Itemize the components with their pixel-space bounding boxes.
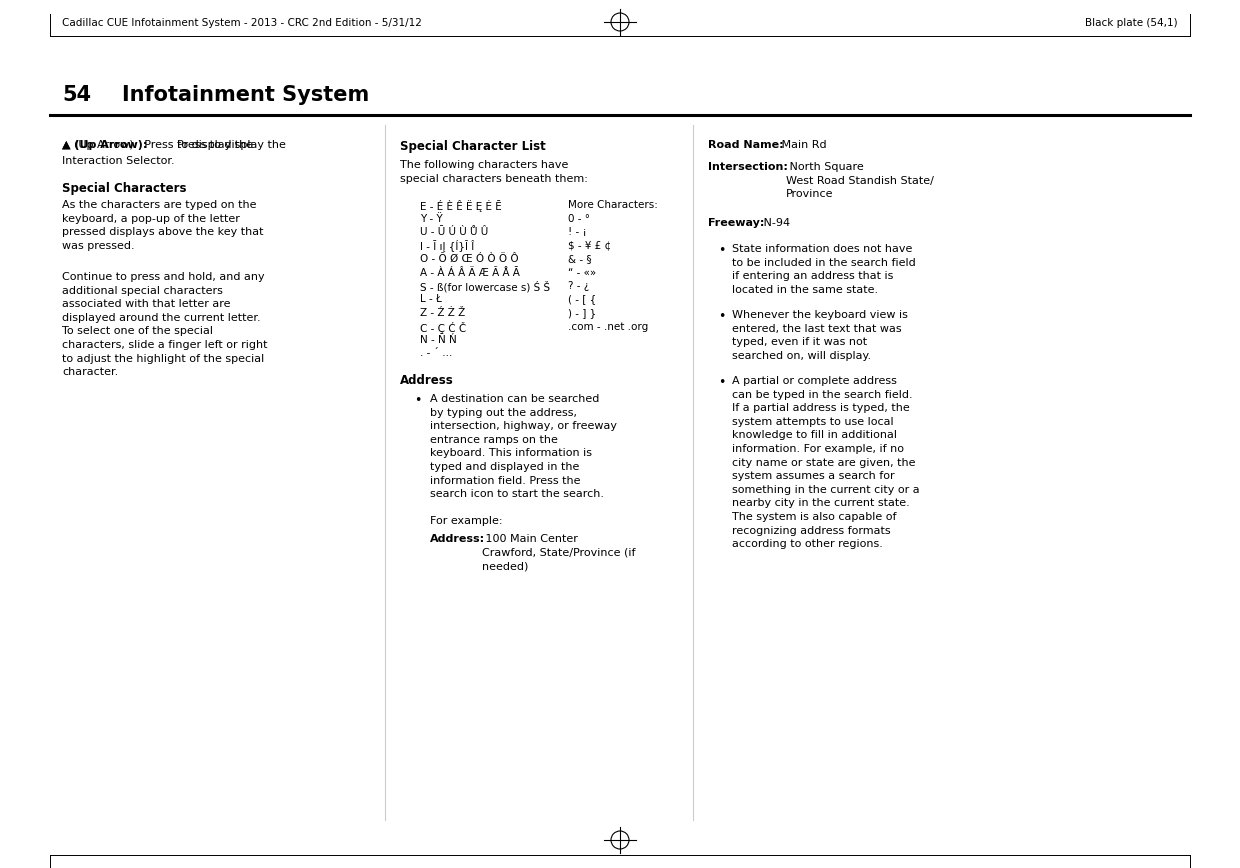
- Text: Address: Address: [401, 374, 454, 387]
- Text: For example:: For example:: [430, 516, 502, 526]
- Text: I - Ī ıĮ {Í}Ĭ Î: I - Ī ıĮ {Í}Ĭ Î: [420, 240, 474, 253]
- Text: •: •: [718, 310, 725, 323]
- Text: ? - ¿: ? - ¿: [568, 281, 589, 291]
- Text: & - §: & - §: [568, 254, 591, 264]
- Text: Whenever the keyboard view is
entered, the last text that was
typed, even if it : Whenever the keyboard view is entered, t…: [732, 310, 908, 361]
- Text: . - ´ …: . - ´ …: [420, 348, 453, 358]
- Text: Interaction Selector.: Interaction Selector.: [62, 156, 175, 166]
- Text: State information does not have
to be included in the search field
if entering a: State information does not have to be in…: [732, 244, 916, 295]
- Text: Address:: Address:: [430, 534, 485, 544]
- Text: More Characters:: More Characters:: [568, 200, 658, 210]
- Text: Black plate (54,1): Black plate (54,1): [1085, 18, 1178, 28]
- Text: Intersection:: Intersection:: [708, 162, 787, 172]
- Text: •: •: [718, 244, 725, 257]
- Text: ▲ (Up Arrow):: ▲ (Up Arrow):: [62, 140, 148, 150]
- Text: Z - Ź Ż Ž: Z - Ź Ż Ž: [420, 308, 465, 318]
- Text: As the characters are typed on the
keyboard, a pop-up of the letter
pressed disp: As the characters are typed on the keybo…: [62, 200, 263, 251]
- Text: L - Ł: L - Ł: [420, 294, 441, 305]
- Text: Special Characters: Special Characters: [62, 182, 186, 195]
- Text: •: •: [718, 376, 725, 389]
- Text: Y - Ÿ: Y - Ÿ: [420, 214, 443, 223]
- Text: Road Name:: Road Name:: [708, 140, 784, 150]
- Text: O - Õ Ø Œ Ó Ò Ö Ô: O - Õ Ø Œ Ó Ò Ö Ô: [420, 254, 518, 264]
- Text: Main Rd: Main Rd: [777, 140, 827, 150]
- Text: Continue to press and hold, and any
additional special characters
associated wit: Continue to press and hold, and any addi…: [62, 272, 268, 378]
- Text: E - É È Ê Ë Ę Ė Ē: E - É È Ê Ë Ę Ė Ē: [420, 200, 502, 212]
- Text: North Square
West Road Standish State/
Province: North Square West Road Standish State/ P…: [786, 162, 934, 199]
- Text: ( - [ {: ( - [ {: [568, 294, 596, 305]
- Text: S - ß(for lowercase s) Ś Š: S - ß(for lowercase s) Ś Š: [420, 281, 551, 293]
- Text: Freeway:: Freeway:: [708, 218, 764, 228]
- Text: ) - ] }: ) - ] }: [568, 308, 596, 318]
- Text: A partial or complete address
can be typed in the search field.
If a partial add: A partial or complete address can be typ…: [732, 376, 920, 549]
- Text: ! - ¡: ! - ¡: [568, 227, 587, 237]
- Text: A - À Á Â Ä Æ Ã Å Ā: A - À Á Â Ä Æ Ã Å Ā: [420, 267, 520, 278]
- Text: $ - ¥ £ ¢: $ - ¥ £ ¢: [568, 240, 611, 251]
- Text: Cadillac CUE Infotainment System - 2013 - CRC 2nd Edition - 5/31/12: Cadillac CUE Infotainment System - 2013 …: [62, 18, 422, 28]
- Text: C - Ç Ć Č: C - Ç Ć Č: [420, 321, 466, 333]
- Text: Infotainment System: Infotainment System: [122, 85, 370, 105]
- Text: Special Character List: Special Character List: [401, 140, 546, 153]
- Text: 0 - °: 0 - °: [568, 214, 590, 223]
- Text: 100 Main Center
Crawford, State/Province (if
needed): 100 Main Center Crawford, State/Province…: [482, 534, 635, 571]
- Text: .com - .net .org: .com - .net .org: [568, 321, 649, 332]
- Text: •: •: [414, 394, 422, 407]
- Text: ▲ (Up Arrow):  Press to display the: ▲ (Up Arrow): Press to display the: [62, 140, 253, 150]
- Text: “ - «»: “ - «»: [568, 267, 596, 278]
- Text: 54: 54: [62, 85, 91, 105]
- Text: Press to display the: Press to display the: [170, 140, 286, 150]
- Text: N - Ñ Ń: N - Ñ Ń: [420, 335, 456, 345]
- Text: The following characters have
special characters beneath them:: The following characters have special ch…: [401, 160, 588, 184]
- Text: A destination can be searched
by typing out the address,
intersection, highway, : A destination can be searched by typing …: [430, 394, 618, 499]
- Text: U - Ū Ú Ù Ů Û: U - Ū Ú Ù Ů Û: [420, 227, 489, 237]
- Text: N-94: N-94: [760, 218, 790, 228]
